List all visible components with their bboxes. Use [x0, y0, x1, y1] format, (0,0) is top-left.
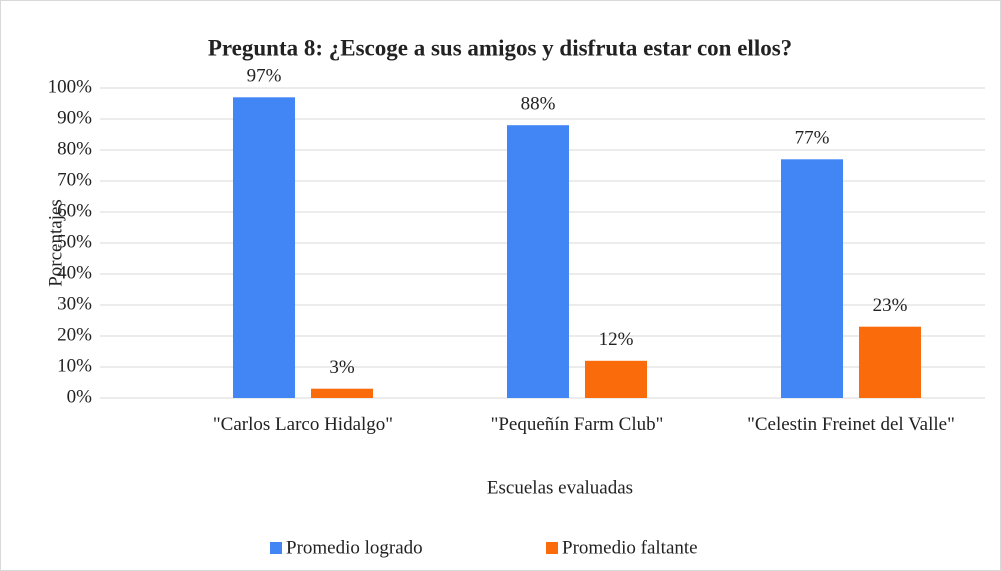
y-tick-label: 30% [57, 293, 92, 314]
y-tick-label: 100% [48, 76, 93, 97]
chart-title: Pregunta 8: ¿Escoge a sus amigos y disfr… [208, 35, 792, 60]
legend-label: Promedio faltante [562, 537, 698, 558]
y-tick-label: 10% [57, 355, 92, 376]
legend-swatch [270, 542, 282, 554]
bar [781, 159, 843, 398]
bar [859, 326, 921, 398]
legend-swatch [546, 542, 558, 554]
x-axis-label: Escuelas evaluadas [487, 477, 633, 498]
y-tick-label: 20% [57, 324, 92, 345]
data-label: 88% [521, 94, 556, 115]
y-tick-label: 50% [57, 231, 92, 252]
y-tick-label: 60% [57, 200, 92, 221]
data-label: 3% [329, 357, 355, 378]
x-tick-label: "Celestin Freinet del Valle" [747, 414, 955, 435]
legend-label: Promedio logrado [286, 537, 423, 558]
x-tick-label: "Pequeñín Farm Club" [490, 414, 664, 435]
data-label: 77% [795, 128, 830, 149]
y-tick-label: 90% [57, 107, 92, 128]
bar [507, 125, 569, 398]
bar [233, 97, 295, 399]
data-label: 23% [873, 295, 908, 316]
data-label: 97% [247, 66, 282, 87]
y-tick-label: 80% [57, 138, 92, 159]
data-label: 12% [599, 329, 634, 350]
y-tick-label: 40% [57, 262, 92, 283]
x-tick-label: "Carlos Larco Hidalgo" [212, 414, 394, 435]
bar [311, 388, 373, 398]
bar [585, 360, 647, 398]
y-axis-label: Porcentajes [45, 199, 66, 287]
y-tick-label: 70% [57, 169, 92, 190]
y-tick-label: 0% [67, 386, 93, 407]
